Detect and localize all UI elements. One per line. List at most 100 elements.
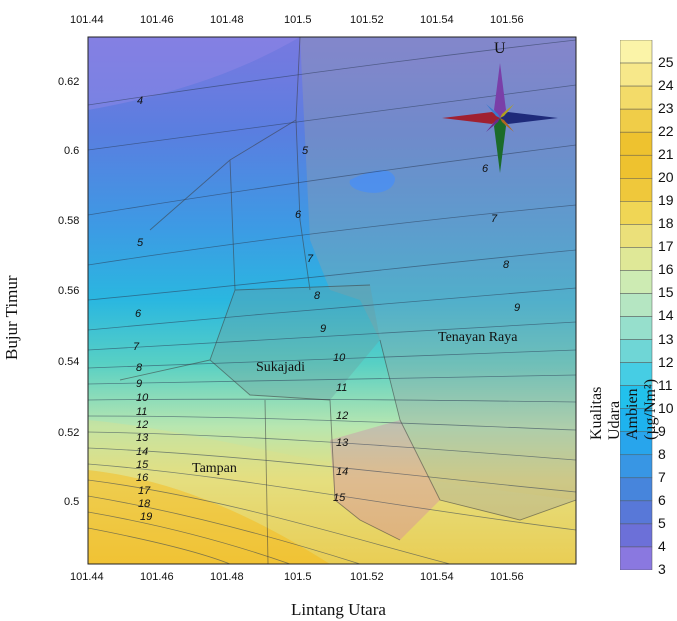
contour-label: 7 [307,253,314,265]
colorbar-tick: 15 [658,284,674,301]
district-label-tenayan-raya: Tenayan Raya [438,330,518,345]
concentration-field [88,37,576,564]
colorbar-swatch [620,201,653,225]
contour-label: 5 [137,237,144,249]
x-tick-bottom: 101.46 [140,571,174,583]
contour-label: 5 [302,145,309,157]
contour-label: 8 [136,362,143,374]
colorbar-tick: 6 [658,491,666,508]
colorbar-tick: 12 [658,353,674,370]
colorbar-swatch [620,316,653,340]
contour-label: 9 [136,378,143,390]
colorbar-swatch [620,500,653,525]
colorbar-tick: 3 [658,560,666,577]
y-tick: 0.56 [58,285,80,297]
x-tick-bottom: 101.5 [284,571,312,583]
contour-label: 14 [136,446,149,458]
contour-label: 10 [333,352,346,364]
contour-label: 11 [336,382,348,394]
colorbar-tick: 20 [658,169,674,186]
x-tick-top: 101.46 [140,14,174,26]
colorbar-tick: 5 [658,514,666,531]
contour-label: 12 [336,410,349,422]
map-frame [87,36,577,565]
colorbar-swatch [620,293,653,317]
contour-lines [88,39,576,564]
x-tick-top: 101.44 [70,14,104,26]
x-tick-top: 101.54 [420,14,454,26]
x-tick-top: 101.56 [490,14,524,26]
y-tick: 0.62 [58,76,80,88]
contour-label: 9 [514,302,521,314]
contour-label: 13 [136,432,149,444]
contour-label: 13 [336,437,349,449]
contour-label: 6 [295,209,302,221]
colorbar-tick: 17 [658,238,674,255]
colorbar-swatch [620,523,653,548]
x-tick-bottom: 101.48 [210,571,244,583]
x-tick-bottom: 101.56 [490,571,524,583]
district-boundaries [119,37,576,564]
contour-label: 17 [138,485,151,497]
colorbar-tick: 4 [658,537,666,554]
colorbar-tick: 8 [658,445,666,462]
y-tick: 0.5 [64,496,80,508]
y-axis-title: Bujur Timur [2,275,21,360]
colorbar-swatch [620,454,653,479]
colorbar-tick: 18 [658,215,674,232]
contour-label: 12 [136,419,149,431]
contour-label: 10 [136,392,149,404]
colorbar-swatch [620,154,653,179]
contour-label: 14 [336,466,349,478]
colorbar-swatch [620,85,653,110]
colorbar-tick: 24 [658,77,674,94]
x-tick-top: 101.5 [284,14,312,26]
colorbar-tick: 13 [658,330,674,347]
district-label-sukajadi: Sukajadi [256,360,305,375]
colorbar-swatch [620,40,653,64]
colorbar-swatch [620,546,653,570]
compass-rose-icon [442,63,558,173]
colorbar-swatch [620,270,653,294]
y-tick: 0.58 [58,215,80,227]
colorbar-swatch [620,178,653,202]
contour-label: 18 [138,498,151,510]
contour-label: 9 [320,323,327,335]
colorbar-tick: 7 [658,468,666,485]
y-tick: 0.54 [58,356,80,368]
colorbar-tick: 22 [658,123,674,140]
contour-label: 7 [491,213,498,225]
contour-label: 8 [314,290,321,302]
contour-label: 7 [133,341,140,353]
x-tick-bottom: 101.52 [350,571,384,583]
colorbar-swatch [620,224,653,248]
colorbar-swatch [620,477,653,502]
contour-label: 16 [136,472,149,484]
contour-label: 15 [333,492,346,504]
contour-label: 6 [482,163,489,175]
colorbar-tick: 14 [658,307,674,324]
contour-label: 15 [136,459,149,471]
colorbar-swatches [620,40,653,570]
colorbar-title: Kualitas Udara Ambien (µg/Nm²) [588,378,659,440]
colorbar-tick: 25 [658,54,674,70]
contour-label: 8 [503,259,510,271]
colorbar-tick: 11 [658,376,673,393]
colorbar-swatch [620,247,653,271]
x-tick-bottom: 101.54 [420,571,454,583]
x-axis-title: Lintang Utara [291,600,386,619]
x-tick-top: 101.48 [210,14,244,26]
colorbar-tick: 19 [658,192,674,209]
contour-label: 6 [135,308,142,320]
colorbar-tick: 9 [658,422,666,439]
district-label-tampan: Tampan [192,461,237,476]
colorbar-tick: 10 [658,399,674,416]
colorbar-tick: 16 [658,261,674,278]
x-tick-top: 101.52 [350,14,384,26]
contour-label: 4 [137,95,144,107]
colorbar-swatch [620,62,653,87]
compass-north-label: U [494,40,506,57]
colorbar-swatch [620,108,653,133]
contour-label: 11 [136,406,148,418]
